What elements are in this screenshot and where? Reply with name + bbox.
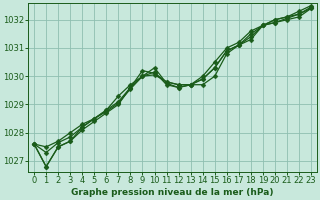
X-axis label: Graphe pression niveau de la mer (hPa): Graphe pression niveau de la mer (hPa) [71,188,274,197]
